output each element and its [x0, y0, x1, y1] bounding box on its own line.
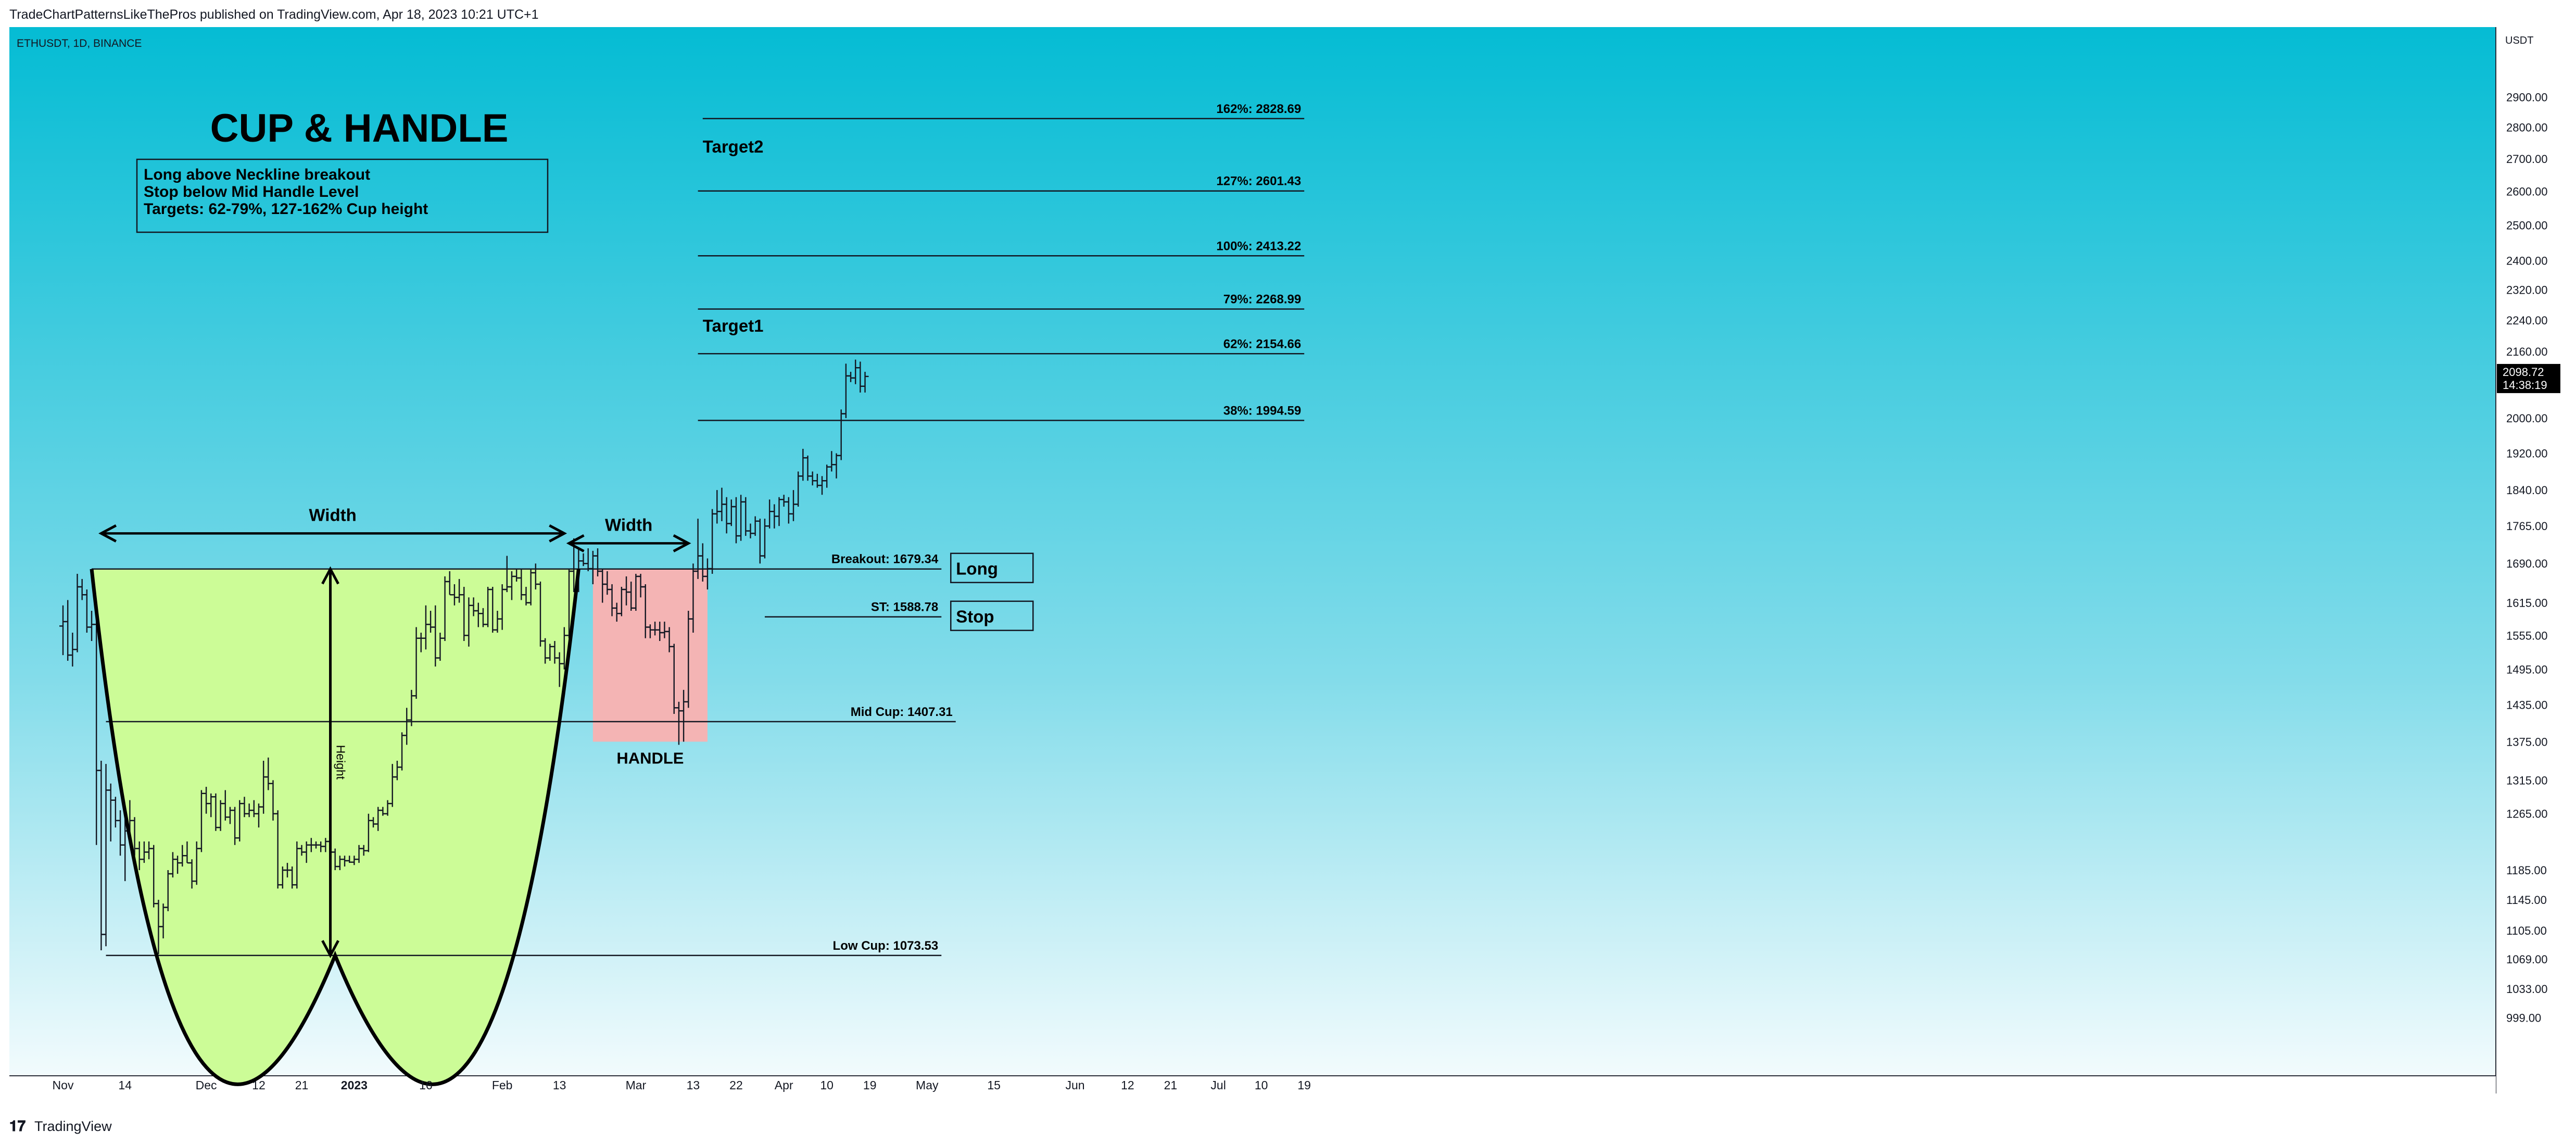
price-tick-label: 2400.00: [2506, 254, 2548, 267]
footer-logo[interactable]: 𝟏𝟕 TradingView: [9, 1118, 112, 1134]
level-label: Mid Cup: 1407.31: [851, 705, 953, 719]
chart-title: CUP & HANDLE: [210, 106, 509, 150]
last-price-value: 2098.72: [2503, 366, 2544, 379]
level-label: 162%: 2828.69: [1216, 102, 1301, 116]
price-tick-label: 1690.00: [2506, 557, 2548, 570]
target-1-label: Target1: [703, 316, 764, 335]
notes-box: [136, 158, 549, 233]
price-tick-label: 1435.00: [2506, 699, 2548, 712]
price-tick-label: 999.00: [2506, 1011, 2541, 1024]
time-tick-label: 12: [252, 1078, 266, 1092]
time-tick-label: Feb: [492, 1078, 513, 1092]
price-tick-label: 1375.00: [2506, 735, 2548, 748]
target-2-label: Target2: [703, 137, 764, 156]
stop-box[interactable]: [950, 600, 1034, 631]
price-tick-label: 1555.00: [2506, 629, 2548, 642]
long-box-label: Long: [956, 559, 998, 579]
footer-logo-text: TradingView: [34, 1118, 112, 1134]
time-tick-label: 14: [118, 1078, 132, 1092]
price-tick-label: 1315.00: [2506, 774, 2548, 787]
time-tick-label: 16: [419, 1078, 433, 1092]
price-tick-label: 2160.00: [2506, 345, 2548, 358]
price-tick-label: 1069.00: [2506, 953, 2548, 966]
time-tick-label: 19: [863, 1078, 877, 1092]
last-price-countdown: 14:38:19: [2503, 379, 2547, 392]
price-tick-label: 2500.00: [2506, 219, 2548, 232]
publish-header: TradeChartPatternsLikeThePros published …: [0, 0, 2576, 27]
price-tick-label: 2700.00: [2506, 153, 2548, 166]
symbol-line: ETHUSDT, 1D, BINANCE: [17, 37, 142, 49]
level-label: 127%: 2601.43: [1216, 174, 1301, 188]
price-tick-label: 1265.00: [2506, 808, 2548, 821]
price-tick-label: 2800.00: [2506, 121, 2548, 134]
level-label: Breakout: 1679.34: [831, 552, 939, 567]
price-tick-label: 1033.00: [2506, 983, 2548, 996]
handle-label: HANDLE: [616, 749, 684, 767]
chart-svg[interactable]: 162%: 2828.69 127%: 2601.43 100%: 2413.22 7…: [0, 27, 2576, 1141]
notes-line-3: Targets: 62-79%, 127-162% Cup height: [144, 200, 428, 218]
price-tick-label: 1495.00: [2506, 663, 2548, 676]
time-tick-label: Apr: [775, 1078, 793, 1092]
time-tick-label: 19: [1297, 1078, 1311, 1092]
price-tick-label: 2900.00: [2506, 91, 2548, 104]
last-price-tag: [2497, 363, 2560, 393]
level-label: 79%: 2268.99: [1223, 293, 1301, 307]
price-tick-label: 2600.00: [2506, 185, 2548, 198]
stop-box-label: Stop: [956, 607, 994, 626]
price-tick-label: 2000.00: [2506, 412, 2548, 425]
level-label: Low Cup: 1073.53: [833, 939, 939, 953]
level-label: 100%: 2413.22: [1216, 239, 1301, 253]
level-label: 62%: 2154.66: [1223, 337, 1301, 351]
price-tick-label: 1615.00: [2506, 597, 2548, 610]
notes-line-1: Long above Neckline breakout: [144, 166, 370, 183]
time-tick-label: 22: [729, 1078, 743, 1092]
time-tick-label: 10: [820, 1078, 834, 1092]
price-tick-label: 1765.00: [2506, 520, 2548, 533]
handle-box: [592, 569, 708, 742]
time-tick-label: 15: [987, 1078, 1001, 1092]
time-tick-label: Nov: [53, 1078, 74, 1092]
cup-width-label: Width: [309, 505, 356, 524]
long-box[interactable]: [950, 552, 1034, 583]
published-line: TradeChartPatternsLikeThePros published …: [9, 7, 539, 22]
time-tick-label: May: [916, 1078, 939, 1092]
price-tick-label: 1185.00: [2506, 864, 2547, 877]
price-tick-label: 2240.00: [2506, 314, 2548, 327]
time-axis-panel[interactable]: [0, 1076, 2496, 1095]
price-tick-label: 2320.00: [2506, 284, 2548, 297]
time-tick-label: 13: [687, 1078, 700, 1092]
time-tick-label: Jun: [1065, 1078, 1084, 1092]
time-tick-label: 21: [295, 1078, 309, 1092]
level-label: ST: 1588.78: [871, 600, 938, 614]
price-tick-label: 1920.00: [2506, 447, 2548, 460]
currency-label: USDT: [2505, 35, 2533, 46]
price-axis-panel[interactable]: [2496, 27, 2576, 1093]
time-tick-label: Mar: [626, 1078, 647, 1092]
notes-line-2: Stop below Mid Handle Level: [144, 183, 359, 200]
time-tick-label: 13: [553, 1078, 566, 1092]
time-tick-label: 21: [1164, 1078, 1178, 1092]
price-tick-label: 1145.00: [2506, 894, 2547, 907]
price-tick-label: 1840.00: [2506, 484, 2548, 497]
tradingview-logo-icon: 𝟏𝟕: [9, 1118, 26, 1134]
height-label: Height: [334, 745, 348, 780]
time-tick-label: 10: [1255, 1078, 1268, 1092]
time-tick-label: Jul: [1210, 1078, 1226, 1092]
price-tick-label: 1105.00: [2506, 924, 2547, 937]
chart-area[interactable]: 162%: 2828.69 127%: 2601.43 100%: 2413.22 7…: [0, 27, 2576, 1141]
time-tick-label: 2023: [341, 1078, 368, 1092]
level-label: 38%: 1994.59: [1223, 404, 1301, 418]
handle-width-label: Width: [605, 515, 652, 534]
time-tick-label: 12: [1121, 1078, 1134, 1092]
time-tick-label: Dec: [196, 1078, 217, 1092]
